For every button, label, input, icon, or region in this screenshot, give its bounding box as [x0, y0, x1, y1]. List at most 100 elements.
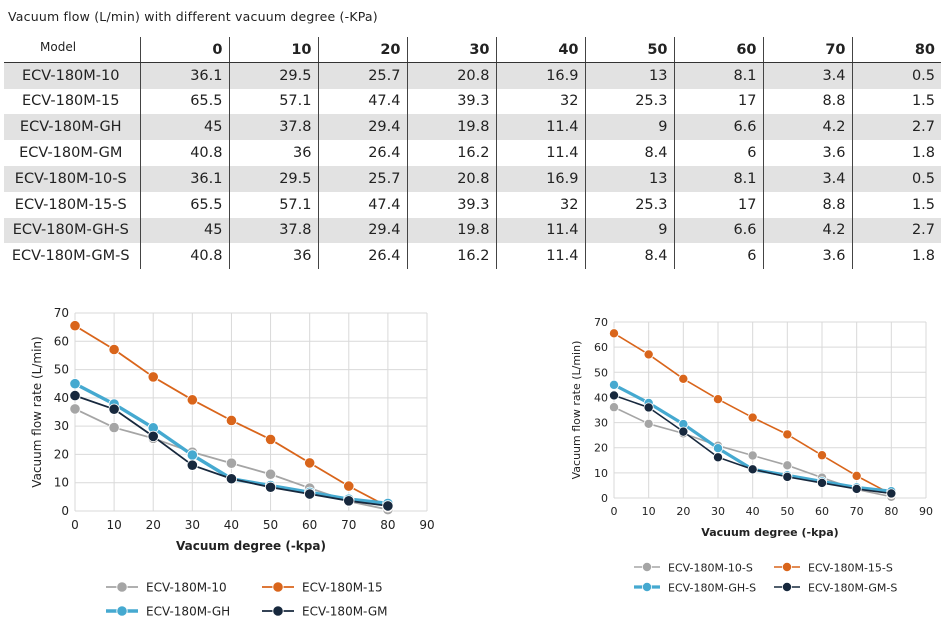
value-cell: 17 [673, 88, 763, 115]
value-cell: 57.1 [228, 88, 318, 115]
table-row: ECV-180M-GM 40.8 36 26.4 16.2 11.4 8.4 6 3.6 1.8 [4, 140, 941, 166]
legend-swatch-marker [782, 562, 793, 573]
series-3 [609, 390, 897, 499]
column-header: 50 [584, 37, 674, 64]
y-tick-label: 10 [594, 467, 608, 480]
model-cell: ECV-180M-GM [19, 145, 123, 162]
data-point [147, 430, 159, 442]
value-cell: 39.3 [406, 88, 496, 115]
data-point [713, 394, 724, 405]
legend-label: ECV-180M-15-S [808, 562, 893, 575]
data-point [747, 464, 758, 475]
value-cell: 25.3 [584, 191, 674, 218]
legend-swatch-marker [642, 582, 653, 593]
x-tick-label: 50 [263, 518, 278, 532]
column-header: 40 [495, 37, 585, 64]
column-header: 10 [228, 37, 318, 64]
table-row: ECV-180M-GH-S 45 37.8 29.4 19.8 11.4 9 6.6 4.2 2.… [4, 217, 941, 244]
table-caption: Vacuum flow (L/min) with different vacuu… [8, 9, 378, 24]
value-cell: 29.4 [317, 114, 407, 141]
value-cell: 36.1 [139, 62, 229, 89]
series-3 [69, 389, 394, 512]
table-row: ECV-180M-15 65.5 57.1 47.4 39.3 32 25.3 17 8.8 1.… [4, 88, 941, 115]
value-cell: 9 [584, 217, 674, 244]
value-cell: 16.2 [406, 243, 496, 270]
value-cell: 9 [584, 114, 674, 141]
y-tick-label: 60 [54, 334, 69, 348]
value-cell: 40.8 [139, 243, 229, 270]
data-point [69, 378, 81, 390]
value-cell: 1.5 [851, 191, 941, 218]
value-cell: 29.5 [228, 165, 318, 192]
x-tick-label: 0 [71, 518, 79, 532]
value-cell: 32 [495, 191, 585, 218]
value-cell: 0.5 [851, 165, 941, 192]
y-tick-label: 40 [594, 391, 608, 404]
value-cell: 36 [228, 243, 318, 270]
x-tick-label: 90 [919, 505, 933, 518]
value-cell: 8.4 [584, 140, 674, 166]
value-cell: 20.8 [406, 165, 496, 192]
legend-item: ECV-180M-15 [262, 581, 383, 595]
y-tick-label: 20 [594, 442, 608, 455]
data-point [817, 450, 828, 461]
data-point [108, 403, 120, 415]
legend-item: ECV-180M-GM-S [774, 582, 897, 595]
x-tick-label: 60 [815, 505, 829, 518]
value-cell: 36 [228, 140, 318, 166]
model-cell: ECV-180M-GH [4, 114, 140, 141]
data-point [225, 457, 238, 469]
legend-item: ECV-180M-10 [106, 581, 227, 595]
data-point [851, 470, 862, 481]
value-cell: 45 [139, 114, 229, 141]
value-cell: 1.8 [851, 243, 941, 270]
value-cell: 11.4 [495, 114, 585, 141]
data-point [782, 460, 793, 471]
value-cell: 8.8 [762, 191, 852, 218]
y-tick-label: 10 [54, 476, 69, 490]
value-cell: 3.4 [762, 165, 852, 192]
x-tick-label: 20 [146, 518, 161, 532]
data-point [678, 373, 689, 384]
data-point [304, 488, 316, 500]
table-row: ECV-180M-10-S 36.1 29.5 25.7 20.8 16.9 13 8.1 3.… [4, 165, 941, 192]
legend-label: ECV-180M-GH-S [668, 582, 756, 595]
legend-item: ECV-180M-GH [106, 605, 230, 619]
value-cell: 2.7 [851, 114, 941, 141]
value-cell: 11.4 [495, 217, 585, 244]
column-header-model: Model [4, 37, 140, 64]
value-cell: 8.4 [584, 243, 674, 270]
y-axis-title: Vacuum flow rate (L/min) [30, 336, 44, 487]
legend-label: ECV-180M-GM [302, 605, 387, 619]
data-point [851, 483, 862, 494]
data-point [713, 452, 724, 463]
model-cell: ECV-180M-15-S [14, 196, 127, 213]
data-point [69, 403, 81, 415]
legend-label: ECV-180M-15 [302, 581, 383, 595]
legend-swatch-marker [116, 581, 128, 593]
value-cell: 13 [584, 165, 674, 192]
value-cell: 47.4 [317, 88, 407, 115]
value-cell: 29.5 [228, 62, 318, 89]
data-point [678, 426, 689, 437]
x-axis-title: Vacuum degree (-kpa) [701, 526, 838, 539]
x-axis-title: Vacuum degree (-kpa) [176, 539, 326, 553]
legend-item: ECV-180M-GM [262, 605, 387, 619]
value-cell: 6.6 [673, 114, 763, 141]
legend-item: ECV-180M-GH-S [634, 582, 756, 595]
model-cell: ECV-180M-10 [4, 62, 140, 89]
data-point [817, 477, 828, 488]
x-tick-label: 10 [642, 505, 656, 518]
data-point [747, 450, 758, 461]
data-point [886, 488, 897, 499]
data-point [69, 389, 81, 402]
x-tick-label: 10 [106, 518, 121, 532]
table-row: ECV-180M-GM-S 40.8 36 26.4 16.2 11.4 8.4 6 3.6 1.… [4, 243, 941, 270]
data-point [643, 402, 654, 413]
x-tick-label: 30 [185, 518, 200, 532]
data-point [643, 418, 654, 429]
value-cell: 25.7 [317, 62, 407, 89]
value-cell: 25.7 [317, 165, 407, 192]
value-cell: 25.3 [584, 88, 674, 115]
